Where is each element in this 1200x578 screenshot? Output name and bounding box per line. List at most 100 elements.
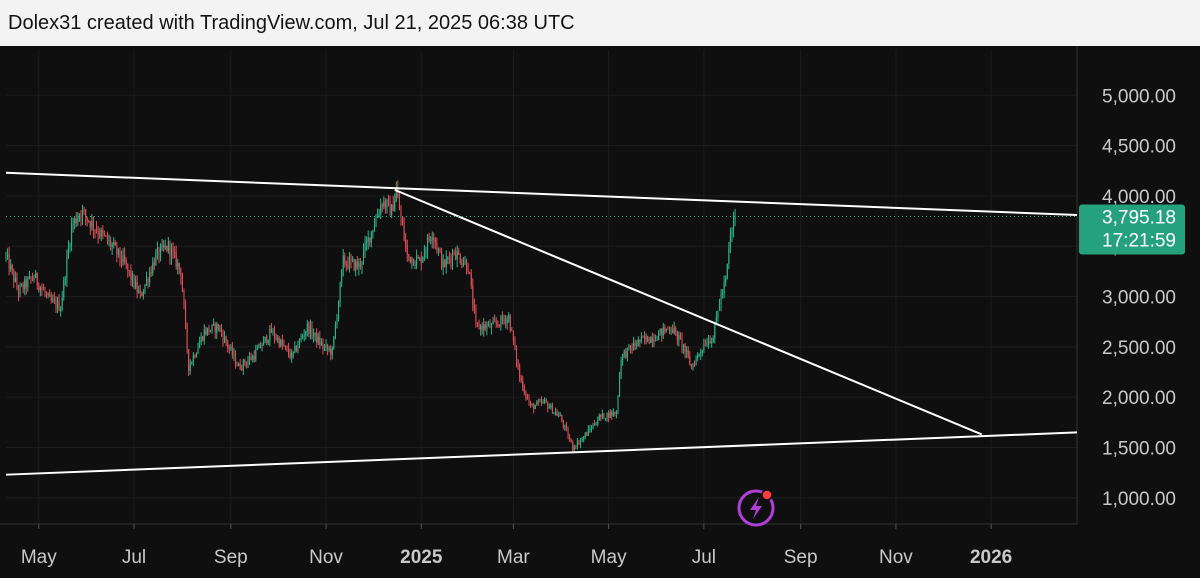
candle-body bbox=[133, 274, 135, 288]
candle-body bbox=[194, 355, 196, 357]
x-tick-label: Jul bbox=[122, 547, 146, 568]
candle-body bbox=[96, 230, 98, 232]
candle-body bbox=[294, 346, 296, 352]
candle-body bbox=[383, 201, 385, 207]
candle-body bbox=[44, 290, 46, 294]
candle-body bbox=[670, 330, 672, 332]
candle-body bbox=[470, 274, 472, 286]
candle-body bbox=[77, 218, 79, 223]
candle-body bbox=[366, 241, 368, 244]
candle-body bbox=[164, 245, 166, 248]
candle-body bbox=[500, 316, 502, 327]
candle-body bbox=[519, 366, 521, 378]
candle-body bbox=[160, 246, 162, 258]
candle-body bbox=[152, 262, 154, 274]
candle-body bbox=[414, 264, 416, 266]
candle-body bbox=[50, 296, 52, 301]
candle-body bbox=[319, 336, 321, 345]
candle-body bbox=[569, 437, 571, 440]
candle-body bbox=[266, 336, 268, 343]
candle-body bbox=[651, 337, 653, 343]
candle-body bbox=[555, 412, 557, 414]
candle-body bbox=[547, 402, 549, 409]
candle-body bbox=[56, 301, 59, 309]
candle-body bbox=[358, 263, 360, 268]
candle-body bbox=[590, 428, 593, 430]
y-tick-label: 1,000.00 bbox=[1102, 489, 1176, 510]
candle-body bbox=[234, 353, 237, 365]
candle-body bbox=[61, 297, 63, 310]
candle-body bbox=[604, 418, 607, 420]
candle-body bbox=[403, 224, 405, 240]
candle-body bbox=[272, 330, 274, 333]
candle-body bbox=[328, 348, 330, 350]
candle-body bbox=[46, 293, 48, 295]
candle-body bbox=[373, 225, 375, 231]
candle-body bbox=[183, 291, 185, 305]
candle-body bbox=[523, 389, 525, 393]
candle-body bbox=[22, 284, 24, 290]
candle-body bbox=[30, 276, 32, 279]
candle-body bbox=[42, 289, 45, 291]
candle-body bbox=[52, 299, 54, 301]
candle-body bbox=[678, 334, 680, 341]
candle-body bbox=[239, 363, 241, 370]
candle-body bbox=[253, 355, 255, 360]
candle-body bbox=[586, 433, 588, 436]
candle-body bbox=[189, 364, 191, 372]
candle-body bbox=[85, 210, 87, 217]
candle-body bbox=[99, 234, 101, 237]
candle-body bbox=[484, 324, 486, 329]
candle-body bbox=[244, 359, 246, 364]
candle-body bbox=[89, 221, 91, 228]
x-tick-label: Jul bbox=[692, 547, 716, 568]
candle-body bbox=[584, 433, 586, 438]
candle-body bbox=[359, 263, 361, 266]
candle-body bbox=[378, 213, 380, 216]
candle-body bbox=[731, 230, 733, 234]
candle-body bbox=[231, 347, 233, 356]
candle-body bbox=[320, 342, 322, 345]
candle-body bbox=[589, 428, 591, 430]
candle-body bbox=[436, 242, 438, 251]
candle-body bbox=[650, 337, 652, 344]
candle-body bbox=[701, 350, 703, 353]
candle-body bbox=[344, 255, 346, 265]
candle-body bbox=[659, 328, 661, 333]
candle-body bbox=[712, 338, 714, 342]
candle-body bbox=[387, 200, 390, 202]
candle-body bbox=[131, 274, 134, 281]
trendline-descending bbox=[394, 188, 983, 436]
candle-body bbox=[78, 215, 80, 219]
chart-area[interactable]: 1,000.00 1,500.00 2,000.00 2,500.00 3,000.00… bbox=[0, 46, 1200, 578]
candle-body bbox=[348, 258, 351, 268]
candle-body bbox=[177, 262, 179, 267]
candle-body bbox=[370, 231, 372, 243]
candle-body bbox=[455, 254, 457, 260]
candle-body bbox=[711, 341, 713, 344]
candle-body bbox=[19, 285, 21, 295]
candle-body bbox=[420, 258, 422, 263]
candle-body bbox=[444, 260, 446, 267]
candle-body bbox=[425, 250, 427, 253]
price-chart[interactable]: 1,000.00 1,500.00 2,000.00 2,500.00 3,000.00… bbox=[0, 46, 1200, 578]
candle-body bbox=[548, 407, 550, 409]
candle-body bbox=[442, 260, 444, 268]
candle-body bbox=[662, 327, 664, 336]
candle-body bbox=[55, 300, 57, 309]
candle-body bbox=[575, 447, 577, 449]
candle-body bbox=[384, 201, 386, 208]
lightning-icon[interactable] bbox=[737, 489, 775, 527]
candle-body bbox=[559, 415, 561, 417]
candle-body bbox=[325, 344, 327, 347]
candle-body bbox=[313, 334, 315, 337]
candle-body bbox=[74, 218, 76, 224]
candle-body bbox=[230, 347, 232, 349]
x-tick-label: Nov bbox=[879, 547, 913, 568]
candle-body bbox=[653, 339, 655, 343]
candle-body bbox=[564, 425, 566, 427]
candle-body bbox=[200, 336, 202, 343]
candle-body bbox=[684, 344, 686, 353]
candle-body bbox=[208, 327, 210, 333]
